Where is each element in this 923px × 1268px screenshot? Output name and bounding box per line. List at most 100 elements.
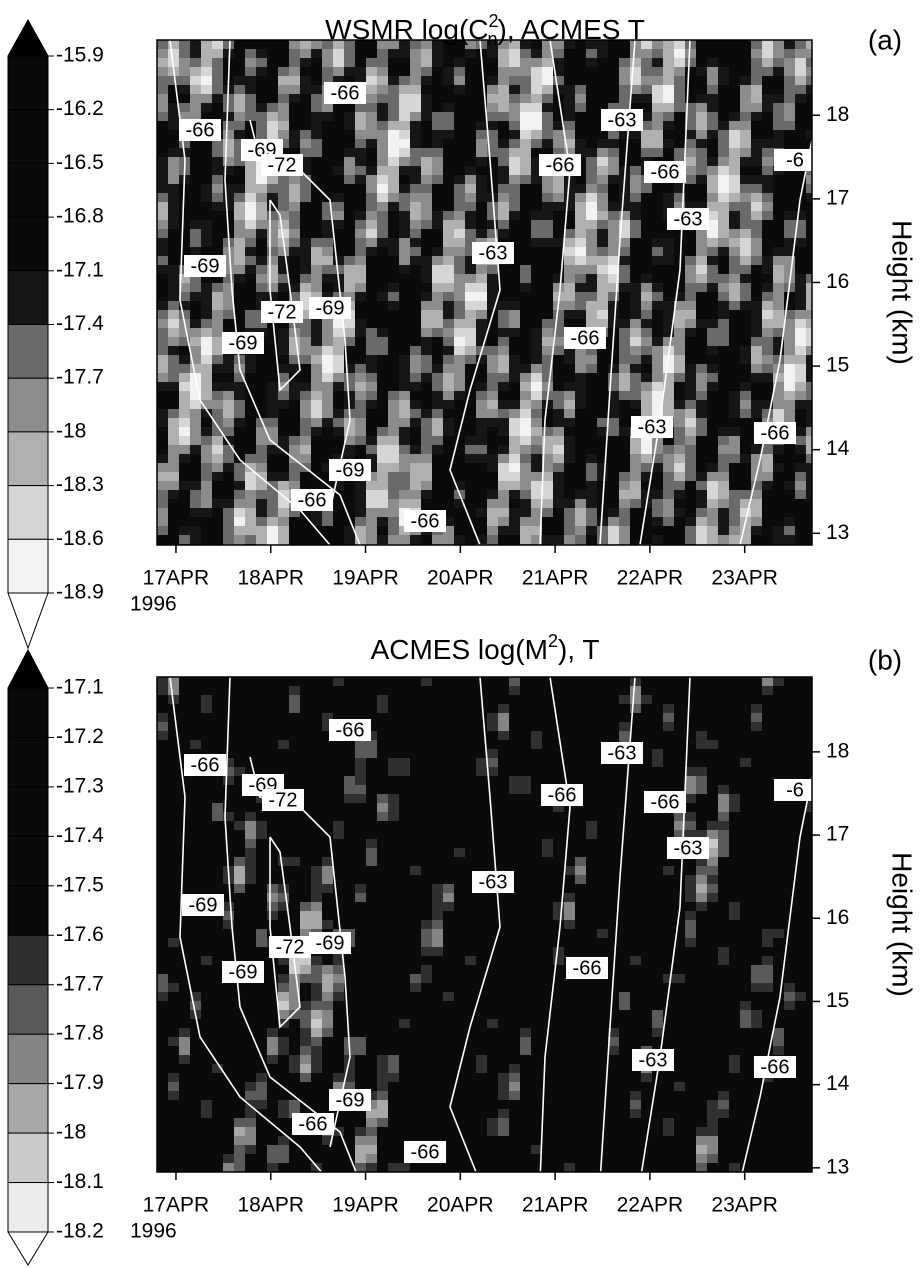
field-cell xyxy=(586,436,598,446)
field-cell xyxy=(509,382,521,392)
field-cell xyxy=(773,830,785,840)
field-cell xyxy=(410,857,422,867)
field-cell xyxy=(289,58,301,68)
field-cell xyxy=(443,454,455,464)
contour-label-box xyxy=(291,489,333,511)
field-cell xyxy=(234,76,246,86)
field-cell xyxy=(333,148,345,158)
field-cell xyxy=(520,319,532,329)
field-cell xyxy=(685,758,697,768)
field-cell xyxy=(696,499,708,509)
field-cell xyxy=(696,767,708,777)
field-cell xyxy=(399,283,411,293)
field-cell xyxy=(212,112,224,122)
field-cell xyxy=(300,776,312,786)
field-cell xyxy=(443,355,455,365)
field-cell xyxy=(399,184,411,194)
field-cell xyxy=(608,463,620,473)
field-cell xyxy=(696,463,708,473)
field-cell xyxy=(300,67,312,77)
field-cell xyxy=(201,481,213,491)
field-cell xyxy=(520,265,532,275)
field-cell xyxy=(278,67,290,77)
field-cell xyxy=(773,445,785,455)
field-cell xyxy=(509,211,521,221)
field-cell xyxy=(377,319,389,329)
field-cell xyxy=(564,58,576,68)
field-cell xyxy=(795,463,807,473)
field-cell xyxy=(795,310,807,320)
field-cell xyxy=(179,731,191,741)
field-cell xyxy=(531,463,543,473)
field-cell xyxy=(729,686,741,696)
field-cell xyxy=(707,785,719,795)
field-cell xyxy=(322,166,334,176)
field-cell xyxy=(597,193,609,203)
field-cell xyxy=(190,686,202,696)
field-cell xyxy=(707,830,719,840)
field-cell xyxy=(465,355,477,365)
field-cell xyxy=(795,445,807,455)
field-cell xyxy=(663,875,675,885)
field-cell xyxy=(476,373,488,383)
field-cell xyxy=(399,875,411,885)
field-cell xyxy=(762,875,774,885)
field-cell xyxy=(564,49,576,59)
field-cell xyxy=(179,427,191,437)
field-cell xyxy=(190,749,202,759)
field-cell xyxy=(487,776,499,786)
field-cell xyxy=(564,292,576,302)
field-cell xyxy=(421,722,433,732)
field-cell xyxy=(377,731,389,741)
field-cell xyxy=(388,731,400,741)
field-cell xyxy=(696,283,708,293)
field-cell xyxy=(641,103,653,113)
field-cell xyxy=(564,346,576,356)
field-cell xyxy=(487,265,499,275)
field-cell xyxy=(531,400,543,410)
field-cell xyxy=(256,463,268,473)
field-cell xyxy=(520,508,532,518)
field-cell xyxy=(773,328,785,338)
field-cell xyxy=(784,202,796,212)
field-cell xyxy=(718,686,730,696)
field-cell xyxy=(498,731,510,741)
field-cell xyxy=(465,866,477,876)
field-cell xyxy=(630,292,642,302)
field-cell xyxy=(344,193,356,203)
field-cell xyxy=(586,866,598,876)
field-cell xyxy=(476,857,488,867)
field-cell xyxy=(399,346,411,356)
field-cell xyxy=(168,740,180,750)
field-cell xyxy=(784,85,796,95)
field-cell xyxy=(366,677,378,687)
field-cell xyxy=(498,409,510,419)
field-cell xyxy=(212,677,224,687)
field-cell xyxy=(762,346,774,356)
field-cell xyxy=(201,490,213,500)
field-cell xyxy=(476,382,488,392)
field-cell xyxy=(520,535,532,545)
field-cell xyxy=(619,274,631,284)
field-cell xyxy=(652,283,664,293)
field-cell xyxy=(685,454,697,464)
field-cell xyxy=(696,85,708,95)
field-cell xyxy=(674,346,686,356)
field-cell xyxy=(575,695,587,705)
field-cell xyxy=(256,247,268,257)
field-cell xyxy=(564,238,576,248)
field-cell xyxy=(575,526,587,536)
field-cell xyxy=(388,76,400,86)
field-cell xyxy=(322,884,334,894)
field-cell xyxy=(707,274,719,284)
field-cell xyxy=(366,749,378,759)
field-cell xyxy=(784,839,796,849)
field-cell xyxy=(201,517,213,527)
field-cell xyxy=(531,85,543,95)
field-cell xyxy=(498,40,510,50)
field-cell xyxy=(311,238,323,248)
field-cell xyxy=(454,220,466,230)
field-cell xyxy=(300,785,312,795)
field-cell xyxy=(245,454,257,464)
field-cell xyxy=(157,391,169,401)
